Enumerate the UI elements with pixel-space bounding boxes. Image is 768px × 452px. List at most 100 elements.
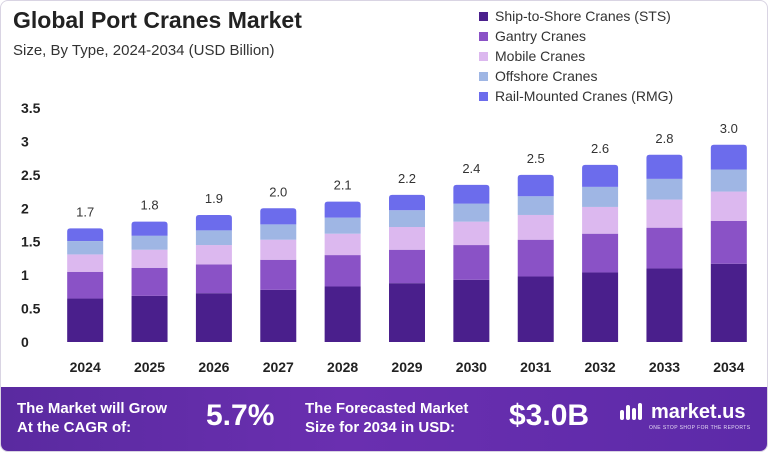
legend-swatch-sts — [479, 11, 488, 21]
bar-segment — [195, 214, 232, 231]
x-tick-label: 2026 — [198, 359, 229, 375]
bar-segment — [67, 298, 104, 342]
legend-item-offshore: Offshore Cranes — [479, 66, 673, 86]
chart-title: Global Port Cranes Market — [13, 7, 302, 33]
cagr-label-line2: At the CAGR of: — [17, 419, 132, 436]
bar-segment — [517, 214, 554, 240]
bar-total-label: 2.1 — [334, 178, 352, 193]
bar-segment — [195, 264, 232, 294]
bar-segment — [67, 241, 104, 255]
brand-logo[interactable]: market.us ONE STOP SHOP FOR THE REPORTS — [619, 401, 750, 431]
bar-total-label: 3.0 — [720, 121, 738, 136]
bar-segment — [131, 249, 168, 268]
legend-label-mobile: Mobile Cranes — [495, 48, 586, 64]
bar-segment — [260, 289, 297, 342]
bar-total-label: 2.8 — [655, 131, 673, 146]
bar-segment — [582, 206, 619, 234]
legend-item-sts: Ship-to-Shore Cranes (STS) — [479, 6, 673, 26]
footer-banner: The Market will Grow At the CAGR of: 5.7… — [1, 387, 767, 451]
brand-tagline: ONE STOP SHOP FOR THE REPORTS — [649, 425, 751, 431]
x-tick-label: 2034 — [713, 359, 744, 375]
bar-segment — [710, 220, 747, 264]
forecast-label: The Forecasted Market Size for 2034 in U… — [305, 399, 468, 437]
x-tick-label: 2031 — [520, 359, 551, 375]
bar-segment — [260, 224, 297, 240]
bar-segment — [582, 164, 619, 187]
bar-segment — [582, 186, 619, 207]
bar-total-label: 2.5 — [527, 151, 545, 166]
y-tick-label: 0.5 — [21, 301, 41, 317]
legend-swatch-gantry — [479, 31, 488, 41]
bar-segment — [453, 279, 490, 342]
x-tick-label: 2032 — [585, 359, 616, 375]
y-tick-label: 2 — [21, 200, 29, 216]
bar-segment — [453, 221, 490, 246]
x-tick-label: 2024 — [70, 359, 101, 375]
bar-segment — [710, 144, 747, 170]
bar-total-label: 2.4 — [462, 161, 480, 176]
bar-segment — [453, 184, 490, 204]
legend-item-gantry: Gantry Cranes — [479, 26, 673, 46]
cagr-label-line1: The Market will Grow — [17, 400, 168, 417]
bar-segment — [67, 271, 104, 299]
bar-segment — [324, 201, 361, 218]
x-tick-label: 2028 — [327, 359, 358, 375]
bar-segment — [131, 295, 168, 342]
bar-segment — [389, 210, 425, 228]
legend-swatch-rmg — [479, 91, 488, 101]
bar-segment — [646, 154, 683, 179]
bar-total-label: 1.8 — [141, 198, 159, 213]
bar-segment — [195, 293, 232, 342]
forecast-label-line2: Size for 2034 in USD: — [305, 419, 456, 436]
bar-segment — [324, 217, 361, 234]
legend-swatch-mobile — [479, 51, 488, 61]
legend-label-rmg: Rail-Mounted Cranes (RMG) — [495, 88, 674, 104]
bar-segment — [195, 245, 232, 265]
brand-name: market.us — [651, 401, 746, 423]
bar-total-label: 2.0 — [269, 184, 287, 199]
x-tick-label: 2030 — [456, 359, 487, 375]
forecast-value: $3.0B — [509, 399, 590, 432]
bar-segment — [517, 276, 554, 342]
bar-segment — [195, 230, 232, 246]
y-tick-label: 0 — [21, 334, 29, 350]
bar-segment — [710, 169, 747, 192]
bar-segment — [324, 255, 361, 287]
legend-swatch-offshore — [479, 71, 488, 81]
bar-segment — [389, 283, 425, 342]
bar-total-label: 2.2 — [398, 171, 416, 186]
bar-total-label: 2.6 — [591, 141, 609, 156]
bar-segment — [646, 199, 683, 228]
bar-segment — [453, 203, 490, 222]
y-tick-label: 2.5 — [21, 167, 41, 183]
legend-label-offshore: Offshore Cranes — [495, 68, 598, 84]
chart-subtitle: Size, By Type, 2024-2034 (USD Billion) — [13, 42, 275, 59]
bar-segment — [517, 196, 554, 215]
bar-segment — [389, 194, 425, 211]
x-tick-label: 2033 — [649, 359, 680, 375]
y-tick-label: 3.5 — [21, 100, 41, 116]
market-us-logo-icon — [620, 402, 642, 420]
bar-segment — [389, 227, 425, 250]
legend-label-gantry: Gantry Cranes — [495, 28, 587, 44]
bar-segment — [646, 178, 683, 200]
bar-segment — [131, 267, 168, 296]
bar-segment — [260, 259, 297, 290]
forecast-label-line1: The Forecasted Market — [305, 400, 469, 417]
bar-segment — [131, 235, 168, 250]
bar-segment — [517, 174, 554, 197]
bar-segment — [517, 239, 554, 277]
bar-total-label: 1.9 — [205, 191, 223, 206]
bar-segment — [67, 228, 104, 242]
bar-segment — [582, 233, 619, 273]
bar-segment — [646, 227, 683, 269]
legend: Ship-to-Shore Cranes (STS) Gantry Cranes… — [479, 6, 673, 106]
bar-segment — [324, 286, 361, 342]
bar-segment — [646, 268, 683, 342]
legend-item-mobile: Mobile Cranes — [479, 46, 673, 66]
cagr-value: 5.7% — [206, 399, 275, 432]
bar-segment — [582, 272, 619, 342]
bar-segment — [260, 239, 297, 260]
bar-segment — [710, 191, 747, 221]
